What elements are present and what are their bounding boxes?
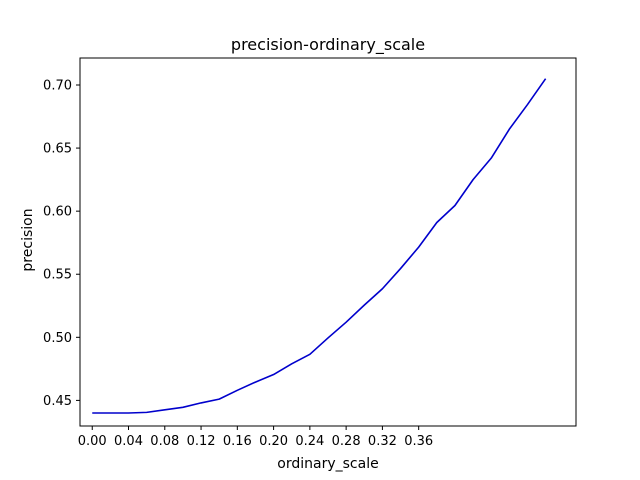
x-tick-label: 0.12 bbox=[187, 434, 216, 449]
y-tick-label: 0.50 bbox=[43, 331, 72, 346]
y-tick-label: 0.70 bbox=[43, 78, 72, 93]
x-tick-label: 0.28 bbox=[332, 434, 361, 449]
chart-title: precision-ordinary_scale bbox=[231, 35, 425, 55]
x-tick-label: 0.32 bbox=[368, 434, 397, 449]
x-tick-label: 0.36 bbox=[404, 434, 433, 449]
x-tick-label: 0.00 bbox=[78, 434, 107, 449]
y-tick-label: 0.60 bbox=[43, 205, 72, 220]
y-axis-label: precision bbox=[20, 208, 36, 271]
y-tick-label: 0.45 bbox=[43, 394, 72, 409]
y-axis: 0.45 0.50 0.55 0.60 0.65 0.70 bbox=[43, 78, 80, 409]
y-tick-label: 0.65 bbox=[43, 142, 72, 157]
x-axis-label: ordinary_scale bbox=[277, 456, 378, 472]
x-axis: 0.00 0.04 0.08 0.12 0.16 0.20 0.24 0.28 0.32 0.36 bbox=[78, 426, 433, 449]
x-tick-label: 0.16 bbox=[223, 434, 252, 449]
x-tick-label: 0.20 bbox=[259, 434, 288, 449]
x-tick-label: 0.24 bbox=[295, 434, 324, 449]
x-tick-label: 0.04 bbox=[114, 434, 143, 449]
plot-frame bbox=[79, 57, 577, 427]
x-tick-label: 0.08 bbox=[150, 434, 179, 449]
plot-area bbox=[79, 57, 577, 427]
series-line bbox=[92, 78, 547, 414]
y-tick-label: 0.55 bbox=[43, 268, 72, 283]
